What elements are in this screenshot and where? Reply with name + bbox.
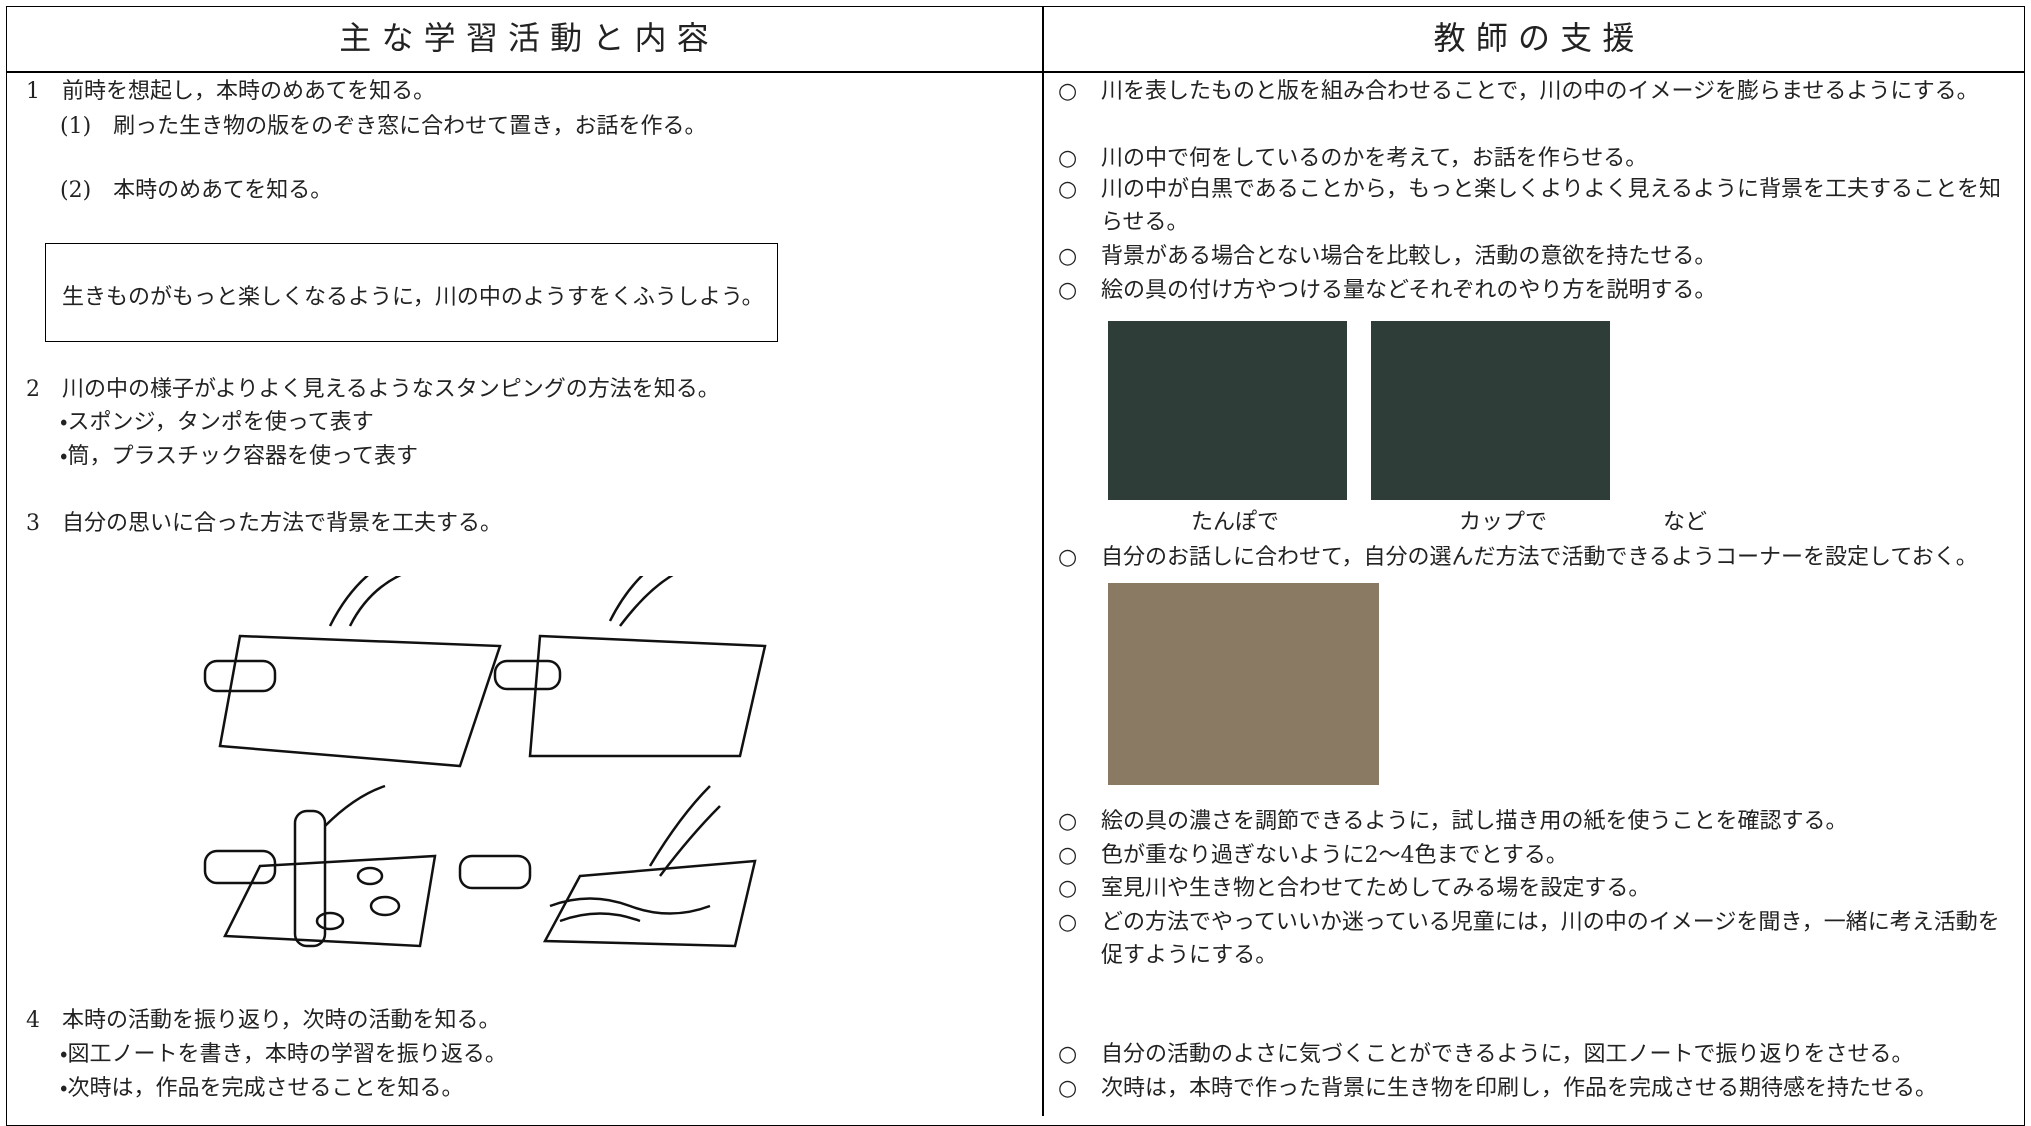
left-item: ・次時は，作品を完成させることを知る。 — [60, 1076, 464, 1101]
support-item: 川を表したものと版を組み合わせることで，川の中のイメージを膨らませるようにする。 — [1101, 79, 1979, 104]
header-right: 教 師 の 支 援 — [1433, 19, 1635, 57]
left-item: ・スポンジ，タンポを使って表す — [60, 410, 374, 435]
support-item: 室見川や生き物と合わせてためしてみる場を設定する。 — [1101, 876, 1651, 901]
support-item: 自分の活動のよさに気づくことができるように，図工ノートで振り返りをさせる。 — [1101, 1042, 1914, 1067]
bullet: ○ — [1058, 1042, 1078, 1067]
photo-caption: など — [1663, 510, 1708, 535]
left-item: 2 川の中の様子がよりよく見えるようなスタンピングの方法を知る。 — [26, 377, 720, 402]
header-left: 主 な 学 習 活 動 と 内 容 — [339, 19, 709, 57]
bullet: ○ — [1058, 278, 1078, 303]
photo-corner — [1108, 583, 1379, 785]
photo-cup — [1371, 321, 1610, 500]
left-item: 1 前時を想起し，本時のめあてを知る。 — [26, 79, 436, 104]
bullet: ○ — [1058, 146, 1078, 171]
bullet: ○ — [1058, 545, 1078, 570]
bullet: ○ — [1058, 809, 1078, 834]
support-item: 色が重なり過ぎないように2～4色までとする。 — [1101, 843, 1568, 868]
bullet: ○ — [1058, 177, 1078, 202]
bullet: ○ — [1058, 244, 1078, 269]
support-item: どの方法でやっていいか迷っている児童には，川の中のイメージを聞き，一緒に考え活動… — [1101, 910, 2000, 968]
support-item: 背景がある場合とない場合を比較し，活動の意欲を持たせる。 — [1101, 244, 1717, 269]
bullet: ○ — [1058, 79, 1078, 104]
left-item: 生きものがもっと楽しくなるように，川の中のようすをくふうしよう。 — [62, 285, 764, 310]
goal-box — [45, 243, 778, 342]
photo-tanpo — [1108, 321, 1347, 500]
support-item: 絵の具の付け方やつける量などそれぞれのやり方を説明する。 — [1101, 278, 1717, 303]
column-rule — [1042, 6, 1044, 1116]
support-item: 川の中で何をしているのかを考えて，お話を作らせる。 — [1101, 146, 1648, 171]
bullet: ○ — [1058, 910, 1078, 935]
header-rule — [6, 71, 2025, 73]
bullet: ○ — [1058, 1076, 1078, 1101]
left-item: ・図工ノートを書き，本時の学習を振り返る。 — [60, 1042, 507, 1067]
support-item: 次時は，本時で作った背景に生き物を印刷し，作品を完成させる期待感を持たせる。 — [1101, 1076, 1938, 1101]
left-item: ・筒，プラスチック容器を使って表す — [60, 444, 418, 469]
left-item: (1) 刷った生き物の版をのぞき窓に合わせて置き，お話を作る。 — [60, 114, 707, 139]
support-item: 自分のお話しに合わせて，自分の選んだ方法で活動できるようコーナーを設定しておく。 — [1101, 545, 1978, 570]
left-item: (2) 本時のめあてを知る。 — [60, 178, 333, 203]
support-item: 川の中が白黒であることから，もっと楽しくよりよく見えるように背景を工夫することを… — [1101, 177, 2002, 235]
support-item: 絵の具の濃さを調節できるように，試し描き用の紙を使うことを確認する。 — [1101, 809, 1848, 834]
left-item: 3 自分の思いに合った方法で背景を工夫する。 — [26, 511, 502, 536]
left-item: 4 本時の活動を振り返り，次時の活動を知る。 — [26, 1008, 501, 1033]
bullet: ○ — [1058, 876, 1078, 901]
photo-caption: カップで — [1459, 510, 1548, 535]
photo-caption: たんぽで — [1191, 510, 1280, 535]
illustration — [203, 576, 767, 948]
bullet: ○ — [1058, 843, 1078, 868]
